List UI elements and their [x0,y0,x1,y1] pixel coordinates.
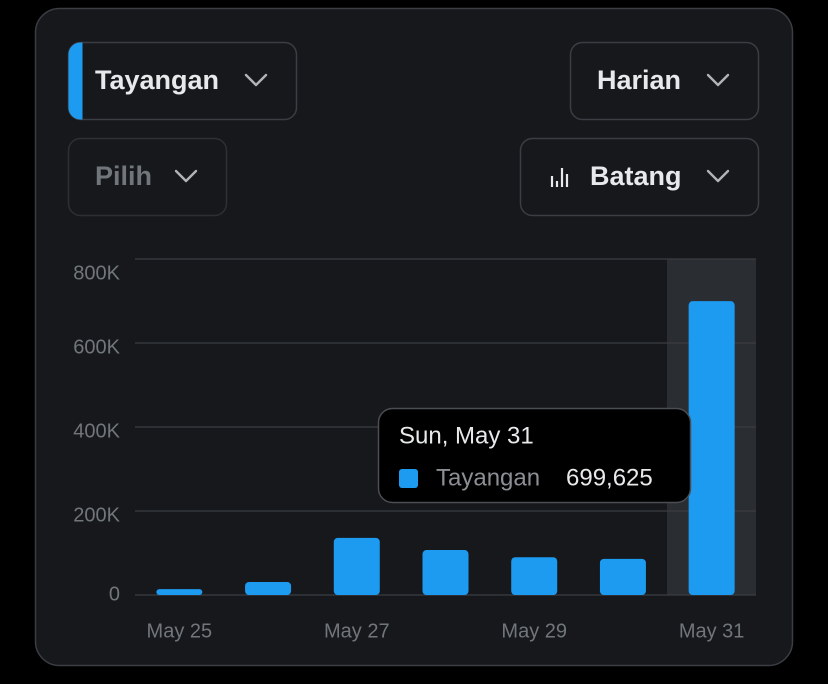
y-tick-label: 600K [73,336,120,358]
x-tick-label: May 27 [324,620,390,642]
filter-dropdown[interactable]: Pilih [67,137,228,217]
bar [688,301,735,595]
chevron [174,169,198,183]
bar [333,537,380,595]
bar [245,581,292,595]
chevron [706,73,730,87]
y-tick-label: 400K [73,420,120,442]
metric-dropdown[interactable]: Tayangan [67,41,298,121]
period-dropdown[interactable]: Harian [569,41,760,121]
tooltip-swatch [399,469,418,488]
dropdown-label: Pilih [95,161,152,191]
x-tick-label: May 29 [501,620,567,642]
y-tick-label: 200K [73,504,120,526]
dropdown-box[interactable] [569,41,760,121]
chevron [244,73,268,87]
tooltip-series: Tayangan [436,464,540,491]
accent [68,42,83,120]
chart-style-dropdown[interactable]: Batang [519,137,760,217]
tooltip-value: 699,625 [566,464,653,491]
bar [599,558,646,595]
dropdown-box[interactable] [519,137,760,217]
tooltip: Sun, May 31 Tayangan 699,625 [377,407,692,504]
dropdown-box[interactable] [67,137,228,217]
y-tick-label: 0 [109,583,120,605]
dropdown-label: Tayangan [95,65,219,95]
x-tick-label: May 25 [147,620,213,642]
dropdown-label: Batang [590,161,682,191]
bar [511,557,558,595]
tooltip-title: Sun, May 31 [399,422,534,449]
bar-icon [550,168,569,187]
bar [422,550,469,595]
dropdown-label: Harian [597,65,681,95]
chevron [706,169,730,183]
x-tick-label: May 31 [679,620,745,642]
bar [156,589,203,595]
y-tick-label: 800K [73,262,120,284]
tooltip-box [377,407,692,504]
